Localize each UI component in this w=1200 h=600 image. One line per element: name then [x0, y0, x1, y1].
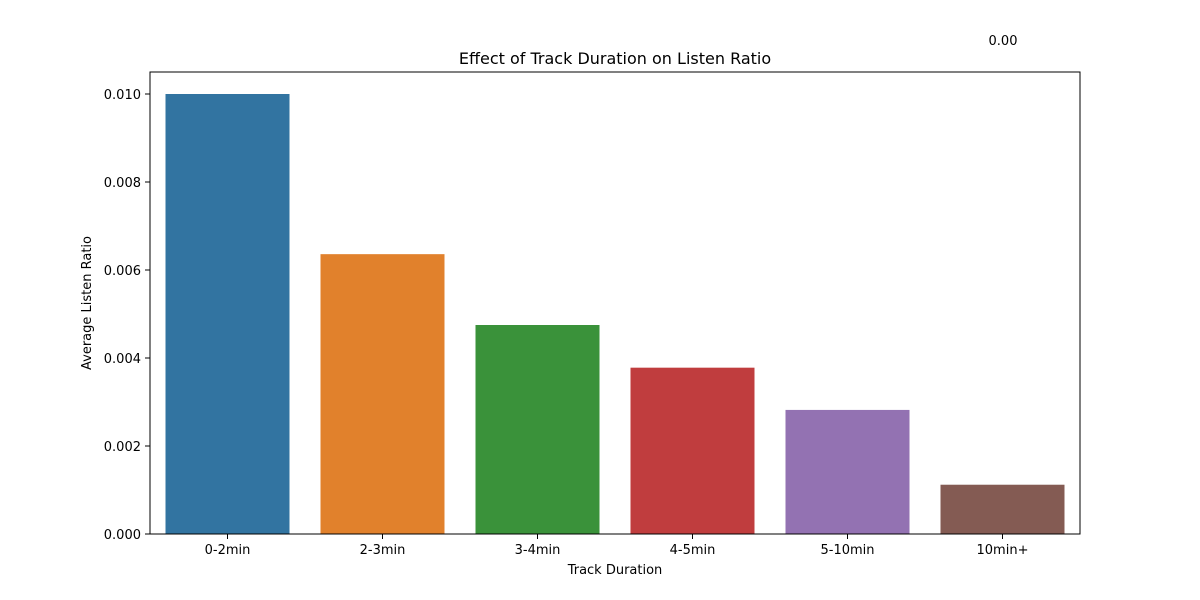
y-tick-label: 0.008 [104, 176, 141, 191]
x-tick-label: 5-10min [820, 543, 874, 558]
bar-10min+ [941, 485, 1065, 534]
bar-5-10min [786, 410, 910, 534]
y-tick-label: 0.006 [104, 264, 141, 279]
chart-title: Effect of Track Duration on Listen Ratio [459, 49, 771, 68]
y-axis-label: Average Listen Ratio [80, 236, 95, 370]
bar-3-4min [476, 325, 600, 534]
y-tick-label: 0.004 [104, 352, 141, 367]
bar-4-5min [631, 368, 755, 534]
y-tick-label: 0.000 [104, 528, 141, 543]
y-tick-label: 0.002 [104, 440, 141, 455]
bars-group [166, 94, 1065, 534]
top-annotation: 0.00 [989, 34, 1018, 49]
x-tick-label: 4-5min [670, 543, 716, 558]
bar-2-3min [321, 254, 445, 534]
y-axis: 0.000 0.002 0.004 0.006 0.008 0.010 [104, 88, 150, 543]
bar-0-2min [166, 94, 290, 534]
x-tick-label: 3-4min [515, 543, 561, 558]
x-axis-label: Track Duration [567, 563, 663, 578]
x-tick-label: 2-3min [360, 543, 406, 558]
x-tick-label: 10min+ [977, 543, 1029, 558]
x-tick-label: 0-2min [205, 543, 251, 558]
x-axis: 0-2min 2-3min 3-4min 4-5min 5-10min 10min+ [205, 534, 1029, 558]
y-tick-label: 0.010 [104, 88, 141, 103]
